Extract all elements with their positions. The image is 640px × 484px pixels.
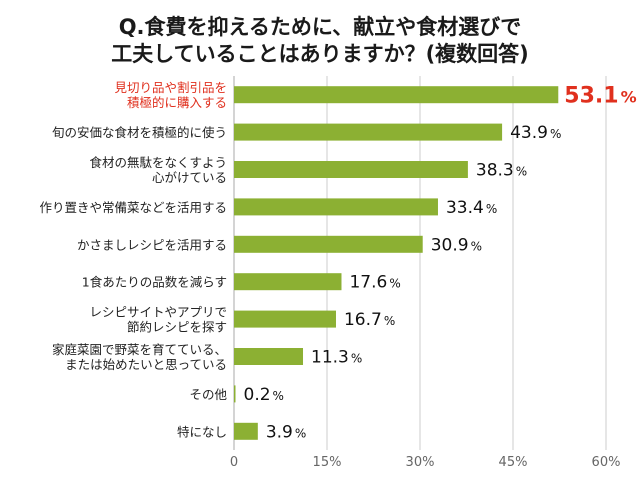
value-number: 11.3: [311, 348, 349, 368]
category-label: レシピサイトやアプリで: [89, 305, 227, 320]
value-number: 33.4: [446, 198, 484, 218]
value-label: 30.9%: [431, 235, 482, 255]
category-label: または始めたいと思っている: [65, 357, 227, 372]
value-unit: %: [351, 352, 362, 366]
chart-title-line: 工夫していることはありますか？(複数回答): [111, 42, 529, 66]
bar: [234, 198, 438, 216]
category-label: 節約レシピを探す: [127, 320, 227, 335]
value-unit: %: [273, 389, 284, 403]
value-number: 16.7: [344, 310, 382, 330]
value-label: 53.1%: [564, 84, 636, 109]
category-label: かさましレシピを活用する: [77, 237, 227, 252]
x-tick-label: 45%: [499, 455, 528, 470]
bar: [234, 422, 258, 440]
value-number: 43.9: [510, 123, 548, 143]
bars: [234, 86, 559, 440]
category-label: 旬の安価な食材を積極的に使う: [52, 125, 227, 140]
value-number: 17.6: [349, 273, 387, 293]
x-tick-label: 15%: [313, 455, 342, 470]
chart-title: Q.食費を抑えるために、献立や食材選びで工夫していることはありますか？(複数回答…: [111, 15, 529, 66]
bar: [234, 310, 336, 328]
bar: [234, 348, 304, 365]
category-label: 作り置きや常備菜などを活用する: [39, 200, 227, 215]
value-unit: %: [384, 314, 395, 328]
value-label: 0.2%: [244, 385, 284, 405]
category-label: 食材の無駄をなくすよう: [89, 155, 227, 170]
bar: [234, 273, 342, 291]
value-unit: %: [471, 239, 482, 253]
bar: [234, 235, 423, 253]
value-number: 0.2: [244, 385, 271, 405]
value-label: 43.9%: [510, 123, 561, 143]
value-labels: 53.1 %43.9 %38.3 %33.4 %30.9 %17.6 %16.7 %11.3%…: [244, 84, 637, 443]
value-number: 38.3: [476, 161, 514, 181]
x-tick-label: 0: [230, 455, 238, 470]
value-unit: %: [550, 127, 561, 141]
value-unit: %: [516, 165, 527, 179]
value-label: 11.3%: [311, 348, 362, 368]
value-unit: %: [389, 277, 400, 291]
value-unit: %: [295, 426, 306, 440]
category-label: 見切り品や割引品を: [114, 80, 227, 95]
chart-title-line: Q.食費を抑えるために、献立や食材選びで: [119, 15, 522, 39]
bar: [234, 161, 468, 178]
value-number: 30.9: [431, 235, 469, 255]
value-label: 38.3%: [476, 161, 527, 181]
value-number: 3.9: [266, 422, 293, 442]
value-label: 17.6%: [349, 273, 400, 293]
category-label: 積極的に購入する: [127, 95, 227, 110]
category-label: その他: [189, 387, 227, 402]
category-label: 心がけている: [152, 170, 227, 185]
value-unit: %: [621, 88, 637, 107]
value-label: 3.9%: [266, 422, 306, 442]
bar: [234, 86, 559, 104]
x-tick-label: 60%: [592, 455, 621, 470]
category-labels: 見切り品や割引品を積極的に購入する旬の安価な食材を積極的に使う食材の無駄をなくす…: [39, 80, 227, 439]
value-label: 16.7%: [344, 310, 395, 330]
category-label: 特になし: [177, 424, 227, 439]
category-label: 家庭菜園で野菜を育てている、: [52, 342, 227, 357]
x-tick-label: 30%: [406, 455, 435, 470]
bar: [234, 123, 503, 141]
value-number: 53.1: [564, 84, 618, 109]
value-label: 33.4%: [446, 198, 497, 218]
value-unit: %: [486, 202, 497, 216]
x-axis-ticks: 0 15% 30% 45% 60%: [230, 455, 621, 470]
bar: [234, 385, 236, 403]
category-label: 1食あたりの品数を減らす: [82, 275, 227, 290]
